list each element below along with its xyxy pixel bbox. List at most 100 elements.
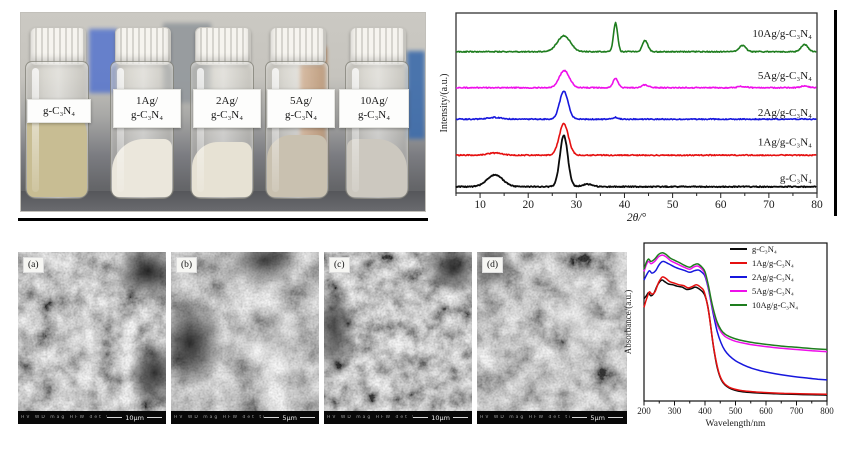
scale-line <box>413 417 429 418</box>
sem-scale-bar: 10μm <box>107 414 166 422</box>
legend-entry: 2Ag/g-C₃N₄ <box>730 272 798 282</box>
sem-scale-bar: 5μm <box>264 414 319 422</box>
svg-text:600: 600 <box>759 406 773 416</box>
sem-info-bar: HV WD mag HFW det tilt mode 5μm <box>171 411 319 424</box>
uvvis-plot-svg: 200 300 400 500 600 700 800 Wavelength/nm Absorb… <box>624 242 834 429</box>
vial-glass-body <box>25 61 89 199</box>
vial-cap <box>115 27 171 65</box>
sem-image-a: (a) HV WD mag HFW det tilt mode 10μm <box>18 252 166 424</box>
vial-label-text: 2Ag/ <box>216 95 238 107</box>
scale-label: 5μm <box>590 413 605 422</box>
uvvis-curve <box>643 254 828 353</box>
legend-entry: g-C₃N₄ <box>730 244 798 254</box>
vial-cap <box>30 27 86 65</box>
sem-panel-tag: (a) <box>23 257 44 273</box>
svg-text:80: 80 <box>811 199 823 211</box>
sem-info-bar: HV WD mag HFW det tilt mode 10μm <box>324 411 472 424</box>
uvvis-chart: g-C₃N₄ 1Ag/g-C₃N₄ 2Ag/g-C₃N₄ 5Ag/g-C₃N₄ 10Ag… <box>624 228 866 450</box>
vial-label-5Ag: 5Ag/ g-C₃N₄ <box>267 89 335 128</box>
vial-glass-body <box>265 61 329 199</box>
horizontal-rule <box>18 218 428 221</box>
vial-cap <box>350 27 406 65</box>
legend-entry: 10Ag/g-C₃N₄ <box>730 300 798 310</box>
legend-label: 2Ag/g-C₃N₄ <box>752 272 794 282</box>
legend-label: 5Ag/g-C₃N₄ <box>752 286 794 296</box>
sem-light-region <box>218 307 311 380</box>
vial-glass-body <box>110 61 174 199</box>
svg-text:60: 60 <box>715 199 727 211</box>
vial-2Ag-gC3N4 <box>188 27 256 203</box>
vial-glass-body <box>345 61 409 199</box>
vial-label-text: g-C₃N₄ <box>210 109 244 122</box>
vial-label-text: 1Ag/ <box>136 95 158 107</box>
glass-highlight <box>117 68 124 192</box>
svg-text:70: 70 <box>763 199 775 211</box>
svg-text:g-C₃N₄: g-C₃N₄ <box>780 173 812 185</box>
sem-metadata-text: HV WD mag HFW det tilt mode <box>174 415 264 420</box>
vial-label-10Ag: 10Ag/ g-C₃N₄ <box>339 89 409 128</box>
svg-text:300: 300 <box>668 406 682 416</box>
legend-label: 10Ag/g-C₃N₄ <box>752 300 799 310</box>
vial-label-text: g-C₃N₄ <box>284 109 318 122</box>
vial-label-2Ag: 2Ag/ g-C₃N₄ <box>193 89 261 128</box>
glass-highlight <box>352 68 359 192</box>
svg-text:500: 500 <box>729 406 743 416</box>
vial-label-gC3N4: g-C₃N₄ <box>27 99 91 124</box>
scale-line <box>107 417 123 418</box>
sem-dark-region <box>128 336 166 410</box>
scale-line <box>147 417 162 418</box>
vial-label-text: 5Ag/ <box>290 95 312 107</box>
scale-line <box>264 417 280 418</box>
scale-line <box>300 417 315 418</box>
sem-info-bar: HV WD mag HFW det tilt mode 10μm <box>18 411 166 424</box>
scale-label: 10μm <box>125 413 144 422</box>
legend-color-dash <box>730 248 747 250</box>
vials-photo: g-C₃N₄ 1Ag/ g-C₃N₄ 2Ag/ g-C₃N₄ 5Ag/ g-C₃… <box>20 12 426 212</box>
sem-light-region <box>537 293 609 356</box>
svg-text:50: 50 <box>667 199 679 211</box>
sem-metadata-text: HV WD mag HFW det tilt mode <box>327 415 413 420</box>
sem-panel-tag: (b) <box>176 257 198 273</box>
legend-color-dash <box>730 262 747 264</box>
xrd-curve <box>455 69 817 89</box>
xrd-plot-svg: 10 20 30 40 50 60 70 80 2θ/° Intensity/(a.u.) g-C₃… <box>439 12 823 224</box>
xrd-curve <box>455 90 817 121</box>
sem-info-bar: HV WD mag HFW det tilt mode 5μm <box>477 411 627 424</box>
legend-label: g-C₃N₄ <box>752 244 777 254</box>
glass-highlight <box>32 68 39 192</box>
scale-line <box>608 417 623 418</box>
svg-text:800: 800 <box>820 406 834 416</box>
svg-text:10Ag/g-C₃N₄: 10Ag/g-C₃N₄ <box>752 28 812 40</box>
legend-entry: 1Ag/g-C₃N₄ <box>730 258 798 268</box>
xrd-curve <box>455 134 817 189</box>
svg-text:700: 700 <box>790 406 804 416</box>
legend-color-dash <box>730 276 747 278</box>
vertical-divider <box>834 10 837 216</box>
uvvis-curve <box>643 276 828 396</box>
svg-text:200: 200 <box>637 406 651 416</box>
svg-text:400: 400 <box>698 406 712 416</box>
vial-label-text: 10Ag/ <box>360 95 388 107</box>
vial-1Ag-gC3N4 <box>108 27 176 203</box>
sem-image-c: (c) HV WD mag HFW det tilt mode 10μm <box>324 252 472 424</box>
scale-label: 5μm <box>282 413 297 422</box>
sem-image-b: (b) HV WD mag HFW det tilt mode 5μm <box>171 252 319 424</box>
svg-text:1Ag/g-C₃N₄: 1Ag/g-C₃N₄ <box>758 137 812 149</box>
legend-color-dash <box>730 304 747 306</box>
svg-text:Absorbance/(a.u.): Absorbance/(a.u.) <box>624 290 633 354</box>
sem-scale-bar: 5μm <box>572 414 627 422</box>
vial-label-text: g-C₃N₄ <box>130 109 164 122</box>
svg-text:30: 30 <box>571 199 583 211</box>
svg-text:Wavelength/nm: Wavelength/nm <box>706 419 767 429</box>
vial-10Ag-gC3N4 <box>343 27 411 203</box>
vial-glass-body <box>190 61 254 199</box>
scale-line <box>572 417 588 418</box>
svg-text:10: 10 <box>474 199 486 211</box>
uvvis-curve <box>643 252 828 351</box>
svg-text:Intensity/(a.u.): Intensity/(a.u.) <box>439 74 450 133</box>
vial-cap <box>195 27 251 65</box>
sem-dark-region <box>171 296 225 389</box>
sem-light-region <box>50 303 133 366</box>
scale-line <box>453 417 468 418</box>
